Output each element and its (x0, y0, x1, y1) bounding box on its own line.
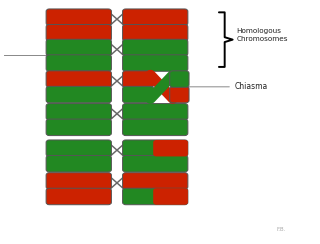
FancyBboxPatch shape (46, 71, 111, 87)
FancyBboxPatch shape (123, 119, 188, 136)
FancyBboxPatch shape (46, 86, 111, 103)
FancyBboxPatch shape (123, 24, 188, 41)
Text: Homologous
Chromosomes: Homologous Chromosomes (236, 28, 288, 42)
FancyBboxPatch shape (123, 155, 188, 172)
FancyBboxPatch shape (46, 188, 111, 205)
FancyBboxPatch shape (123, 173, 188, 189)
FancyBboxPatch shape (46, 9, 111, 25)
FancyBboxPatch shape (46, 173, 111, 189)
FancyBboxPatch shape (153, 140, 188, 156)
Text: F.B.: F.B. (276, 227, 286, 233)
FancyBboxPatch shape (123, 86, 154, 103)
FancyBboxPatch shape (46, 140, 111, 156)
FancyBboxPatch shape (123, 9, 188, 25)
FancyBboxPatch shape (46, 24, 111, 41)
FancyBboxPatch shape (46, 39, 111, 56)
FancyBboxPatch shape (123, 188, 188, 205)
FancyBboxPatch shape (170, 86, 189, 103)
FancyBboxPatch shape (123, 103, 188, 120)
FancyBboxPatch shape (123, 71, 154, 87)
FancyBboxPatch shape (153, 188, 188, 205)
FancyBboxPatch shape (123, 39, 188, 56)
FancyBboxPatch shape (46, 155, 111, 172)
FancyBboxPatch shape (46, 103, 111, 120)
FancyBboxPatch shape (123, 55, 188, 71)
Text: Chiasma: Chiasma (172, 82, 268, 91)
FancyBboxPatch shape (46, 55, 111, 71)
FancyBboxPatch shape (46, 119, 111, 136)
FancyBboxPatch shape (123, 140, 188, 156)
FancyBboxPatch shape (170, 71, 189, 87)
